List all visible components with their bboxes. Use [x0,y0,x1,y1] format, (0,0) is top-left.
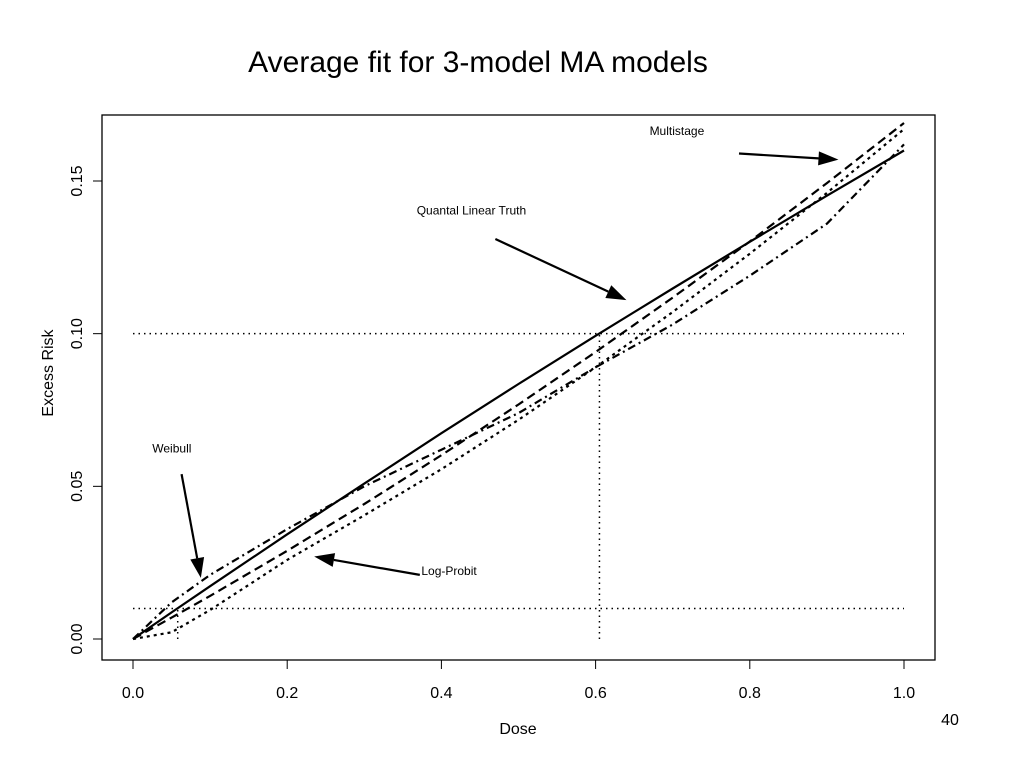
annotation-arrow [180,473,199,559]
series-lines [132,122,905,641]
plot-frame [101,114,936,661]
arrow-head-icon [190,556,205,578]
page-number: 40 [941,712,959,729]
annotations: Multistage Quantal Linear Truth Weibull Log… [152,124,839,578]
annotation-label: Weibull [152,442,191,456]
annotation-arrow [333,558,420,576]
x-tick-label: 0.2 [276,685,298,702]
series-line-log-probit [132,128,905,641]
arrow-head-icon [314,553,336,567]
x-tick-label: 0.0 [122,685,144,702]
series-line-weibull [132,143,905,640]
y-axis-label: Excess Risk [40,328,57,416]
annotation-arrow [738,152,819,160]
x-tick-label: 0.8 [739,685,761,702]
y-tick-label: 0.00 [69,623,86,654]
arrow-head-icon [605,285,627,301]
y-tick-label: 0.05 [69,471,86,502]
reference-lines [133,332,904,639]
x-tick-label: 0.6 [584,685,606,702]
annotation-arrow [494,238,609,293]
x-tick-label: 1.0 [893,685,915,702]
x-tick-label: 0.4 [430,685,452,702]
y-tick-label: 0.10 [69,318,86,349]
y-axis: 0.00 0.05 0.10 0.15 [69,165,102,655]
x-axis: 0.0 0.2 0.4 0.6 0.8 1.0 [122,660,915,702]
arrow-head-icon [818,151,839,166]
annotation-label: Quantal Linear Truth [417,204,526,218]
chart-title: Average fit for 3-model MA models [248,46,708,79]
y-tick-label: 0.15 [69,165,86,196]
annotation-label: Log-Probit [421,564,477,578]
series-line-quantal-linear-truth [132,149,905,640]
series-line-multistage [132,122,905,640]
annotation-label: Multistage [650,124,705,138]
x-axis-label: Dose [499,721,536,738]
